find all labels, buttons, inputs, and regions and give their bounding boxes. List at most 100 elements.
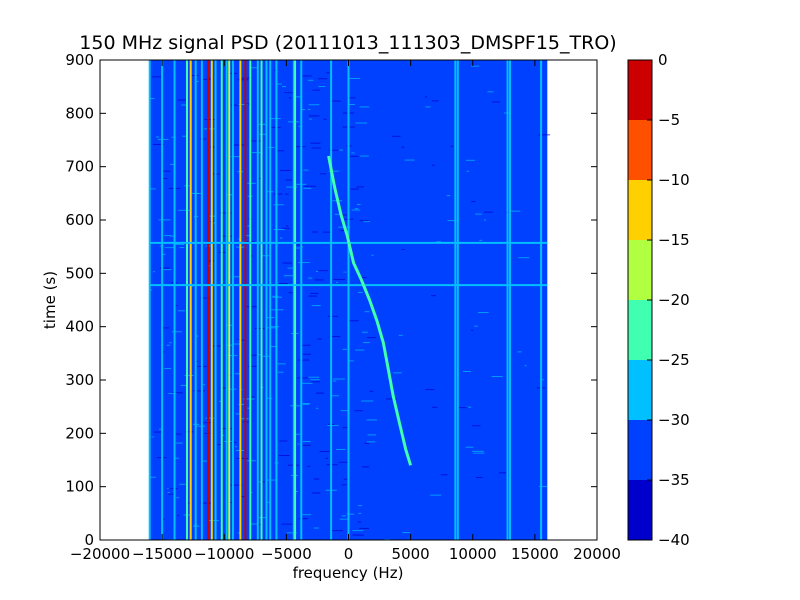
noise-streak [336,448,346,450]
noise-streak [471,329,474,331]
noise-streak [249,523,259,525]
noise-streak [310,142,321,144]
noise-streak [369,390,374,392]
noise-streak [164,367,172,369]
noise-streak [358,277,367,279]
noise-streak [349,155,359,157]
noise-streak [524,365,527,367]
noise-streak [447,220,457,222]
noise-streak [193,390,205,392]
colorbar-tick-label: −15 [658,231,690,249]
noise-streak [190,75,199,77]
noise-streak [308,108,311,110]
noise-streak [307,465,311,467]
noise-streak [351,209,361,211]
colorbar-segment [628,180,652,240]
noise-streak [200,502,213,504]
noise-streak [155,136,160,138]
noise-streak [161,327,169,329]
noise-streak [219,212,232,214]
noise-streak [424,96,428,98]
noise-streak [283,275,296,277]
noise-streak [367,434,376,436]
y-tick-label: 400 [65,318,94,336]
noise-streak [347,97,356,99]
noise-streak [220,387,228,389]
noise-streak [237,532,241,534]
noise-streak [168,493,175,495]
noise-streak [203,460,209,462]
noise-streak [202,384,206,386]
noise-streak [475,476,483,478]
noise-streak [231,104,240,106]
noise-streak [269,126,281,128]
noise-streak [360,155,369,157]
noise-streak [309,118,312,120]
noise-streak [158,219,171,221]
noise-streak [258,178,262,180]
noise-streak [473,452,485,454]
noise-streak [284,193,289,195]
noise-streak [336,281,339,283]
noise-streak [307,277,313,279]
colorbar-tick-label: −5 [658,111,680,129]
x-tick-label: 15000 [511,545,559,563]
noise-streak [179,247,185,249]
colorbar-ticks: 0 −5 −10 −15 −20 −25 −30 −35 −40 [647,51,690,549]
noise-streak [436,241,442,243]
noise-streak [538,485,548,487]
colorbar-segment [628,300,652,360]
noise-streak [301,109,305,111]
noise-streak [280,237,283,239]
noise-streak [182,135,188,137]
noise-streak [160,267,170,269]
noise-streak [231,276,242,278]
y-tick-label: 500 [65,264,94,282]
noise-streak [235,446,238,448]
noise-streak [347,360,354,362]
noise-streak [356,204,361,206]
noise-streak [361,466,370,468]
noise-streak [385,398,398,400]
noise-streak [161,351,165,353]
doppler-curves [327,155,413,466]
noise-streak [204,119,216,121]
noise-streak [340,410,350,412]
noise-streak [491,101,500,103]
noise-streak [177,514,180,516]
x-axis-label: frequency (Hz) [293,564,404,582]
noise-streak [313,527,319,529]
colorbar-tick-label: −40 [658,531,690,549]
noise-streak [328,149,339,151]
noise-streak [164,247,176,249]
noise-streak [247,407,251,409]
noise-streak [333,278,345,280]
noise-streak [329,336,341,338]
noise-streak [314,279,324,281]
noise-streak [478,312,489,314]
noise-streak [475,213,482,215]
noise-streak [470,65,480,67]
noise-streak [458,407,469,409]
noise-streak [181,104,188,106]
noise-streak [325,457,328,459]
noise-streak [361,331,368,333]
noise-streaks [149,65,551,540]
noise-streak [149,289,153,291]
x-tick-label: 5000 [392,545,430,563]
x-tick-label: −5000 [261,545,312,563]
noise-streak [316,338,322,340]
noise-streak [170,163,174,165]
noise-streak [358,505,363,507]
noise-streak [312,89,321,91]
noise-streak [237,79,249,81]
noise-streak [297,443,300,445]
noise-streak [226,194,234,196]
noise-streak [254,327,265,329]
noise-streak [367,337,376,339]
noise-streak [286,186,298,188]
noise-streak [231,156,241,158]
noise-streak [276,83,282,85]
noise-streak [339,518,350,520]
noise-streak [230,484,243,486]
